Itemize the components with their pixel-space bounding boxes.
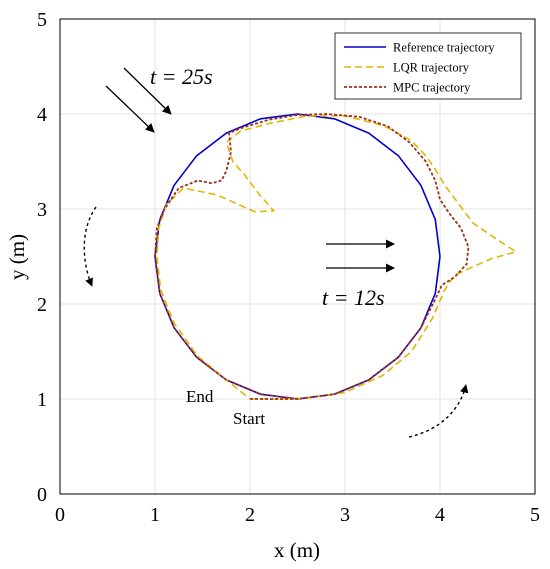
x-tick-label: 1 [150, 504, 160, 526]
x-tick-label: 4 [435, 504, 445, 526]
series-layer [154, 113, 517, 400]
axes-frame [59, 18, 536, 495]
legend-items: Reference trajectory LQR trajectory MPC tr… [344, 41, 495, 95]
annotation-t12: t = 12s [322, 239, 395, 310]
direction-arrow-right [408, 384, 469, 438]
legend-label-0: Reference trajectory [393, 41, 495, 55]
legend: Reference trajectory LQR trajectory MPC tr… [334, 32, 522, 100]
legend-label-2: MPC trajectory [393, 81, 471, 95]
y-tick-label: 0 [37, 484, 47, 506]
direction-arrow-left [83, 206, 97, 287]
x-tick-label: 3 [340, 504, 350, 526]
legend-label-1: LQR trajectory [393, 61, 470, 75]
y-tick-label: 5 [37, 9, 47, 31]
y-tick-labels: 0 1 2 3 4 5 [37, 9, 47, 506]
y-tick-label: 4 [37, 104, 47, 126]
x-axis-label: x (m) [274, 538, 320, 562]
x-tick-label: 5 [530, 504, 540, 526]
annotation-t25: t = 25s [105, 64, 213, 133]
x-tick-label: 0 [55, 504, 65, 526]
end-label: End [186, 387, 214, 406]
legend-box [334, 32, 522, 100]
start-label: Start [233, 409, 265, 428]
series-line-2 [154, 113, 470, 400]
time-label-t12: t = 12s [322, 285, 385, 310]
time-label-t25: t = 25s [150, 64, 213, 89]
arrow-t25-upper [123, 67, 172, 115]
y-tick-label: 2 [37, 294, 47, 316]
y-axis-label: y (m) [5, 234, 29, 280]
y-tick-label: 3 [37, 199, 47, 221]
y-tick-label: 1 [37, 389, 47, 411]
x-tick-label: 2 [245, 504, 255, 526]
arrow-t25-lower [105, 85, 155, 133]
x-tick-labels: 0 1 2 3 4 5 [55, 504, 540, 526]
